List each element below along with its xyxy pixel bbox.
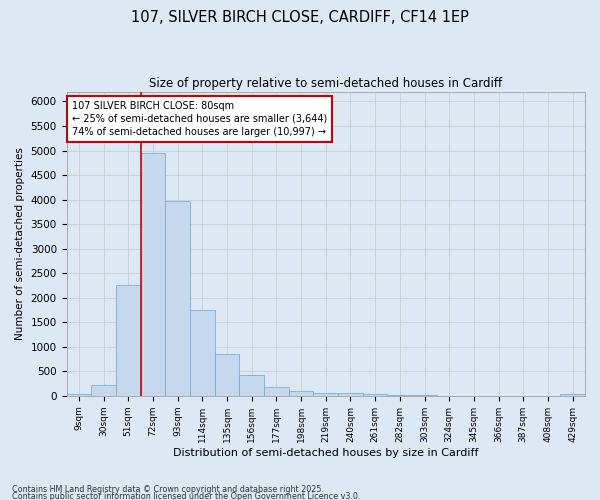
Bar (67, 394, 91, 396)
Bar (140, 153, 165, 396)
Title: Size of property relative to semi-detached houses in Cardiff: Size of property relative to semi-detach… (149, 78, 502, 90)
Bar (560, 394, 585, 396)
Text: 107 SILVER BIRCH CLOSE: 80sqm
← 25% of semi-detached houses are smaller (3,644)
: 107 SILVER BIRCH CLOSE: 80sqm ← 25% of s… (72, 101, 327, 137)
Bar (239, 376, 264, 396)
Bar (289, 391, 313, 396)
X-axis label: Distribution of semi-detached houses by size in Cardiff: Distribution of semi-detached houses by … (173, 448, 479, 458)
Y-axis label: Number of semi-detached properties: Number of semi-detached properties (15, 148, 25, 340)
Text: 107, SILVER BIRCH CLOSE, CARDIFF, CF14 1EP: 107, SILVER BIRCH CLOSE, CARDIFF, CF14 1… (131, 10, 469, 25)
Bar (91, 384, 116, 396)
Bar (264, 387, 289, 396)
Bar (388, 395, 412, 396)
Bar (363, 394, 388, 396)
Bar (116, 286, 140, 396)
Bar (190, 310, 215, 396)
Bar (165, 201, 190, 396)
Bar (215, 354, 239, 396)
Text: Contains HM Land Registry data © Crown copyright and database right 2025.: Contains HM Land Registry data © Crown c… (12, 486, 324, 494)
Bar (338, 393, 363, 396)
Bar (313, 393, 338, 396)
Text: Contains public sector information licensed under the Open Government Licence v3: Contains public sector information licen… (12, 492, 361, 500)
